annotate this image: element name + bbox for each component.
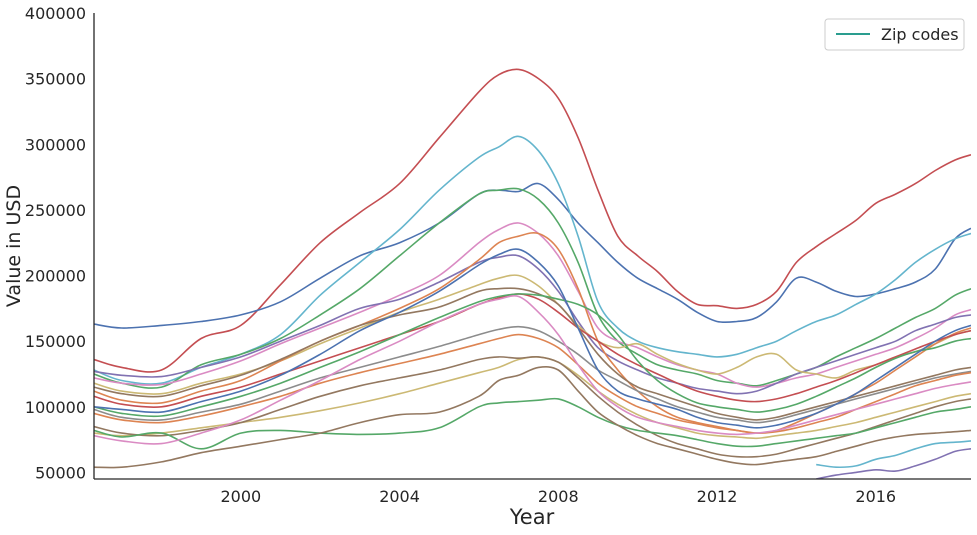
y-tick-label: 350000 — [25, 70, 86, 89]
series-layer — [94, 68, 971, 479]
legend-label: Zip codes — [881, 25, 959, 44]
series-line-6 — [94, 254, 971, 395]
series-line-16 — [94, 397, 971, 450]
series-line-21 — [94, 248, 971, 429]
series-line-14 — [94, 356, 971, 440]
y-axis-title: Value in USD — [3, 185, 25, 307]
y-tick-label: 150000 — [25, 332, 86, 351]
series-line-5 — [94, 222, 971, 388]
x-tick-label: 2004 — [379, 487, 420, 506]
series-line-12 — [94, 325, 971, 424]
y-tick-label: 300000 — [25, 135, 86, 154]
legend: Zip codes — [824, 18, 965, 51]
series-line-20 — [816, 448, 971, 479]
series-line-7 — [94, 274, 971, 395]
x-tick-label: 2008 — [538, 487, 579, 506]
series-line-2 — [94, 182, 971, 329]
x-tick-label: 2012 — [697, 487, 738, 506]
axes — [93, 13, 971, 480]
series-line-4 — [94, 187, 971, 389]
series-line-9 — [94, 293, 971, 408]
tick-labels: 50000 100000 150000 200000 250000 300000 35000… — [25, 4, 896, 506]
series-line-11 — [94, 293, 971, 418]
series-line-18 — [94, 295, 971, 445]
series-line-10 — [94, 287, 971, 421]
series-line-1 — [94, 68, 971, 373]
x-tick-label: 2016 — [855, 487, 896, 506]
legend-box — [824, 18, 965, 51]
y-tick-label: 100000 — [25, 398, 86, 417]
series-line-13 — [94, 333, 971, 434]
y-tick-label: 400000 — [25, 4, 86, 23]
x-axis-title: Year — [509, 505, 555, 529]
y-tick-label: 250000 — [25, 201, 86, 220]
series-line-19 — [816, 440, 971, 469]
y-tick-label: 50000 — [35, 463, 86, 482]
series-line-17 — [94, 365, 971, 469]
y-tick-label: 200000 — [25, 267, 86, 286]
x-tick-label: 2000 — [220, 487, 261, 506]
series-line-3 — [94, 135, 971, 385]
